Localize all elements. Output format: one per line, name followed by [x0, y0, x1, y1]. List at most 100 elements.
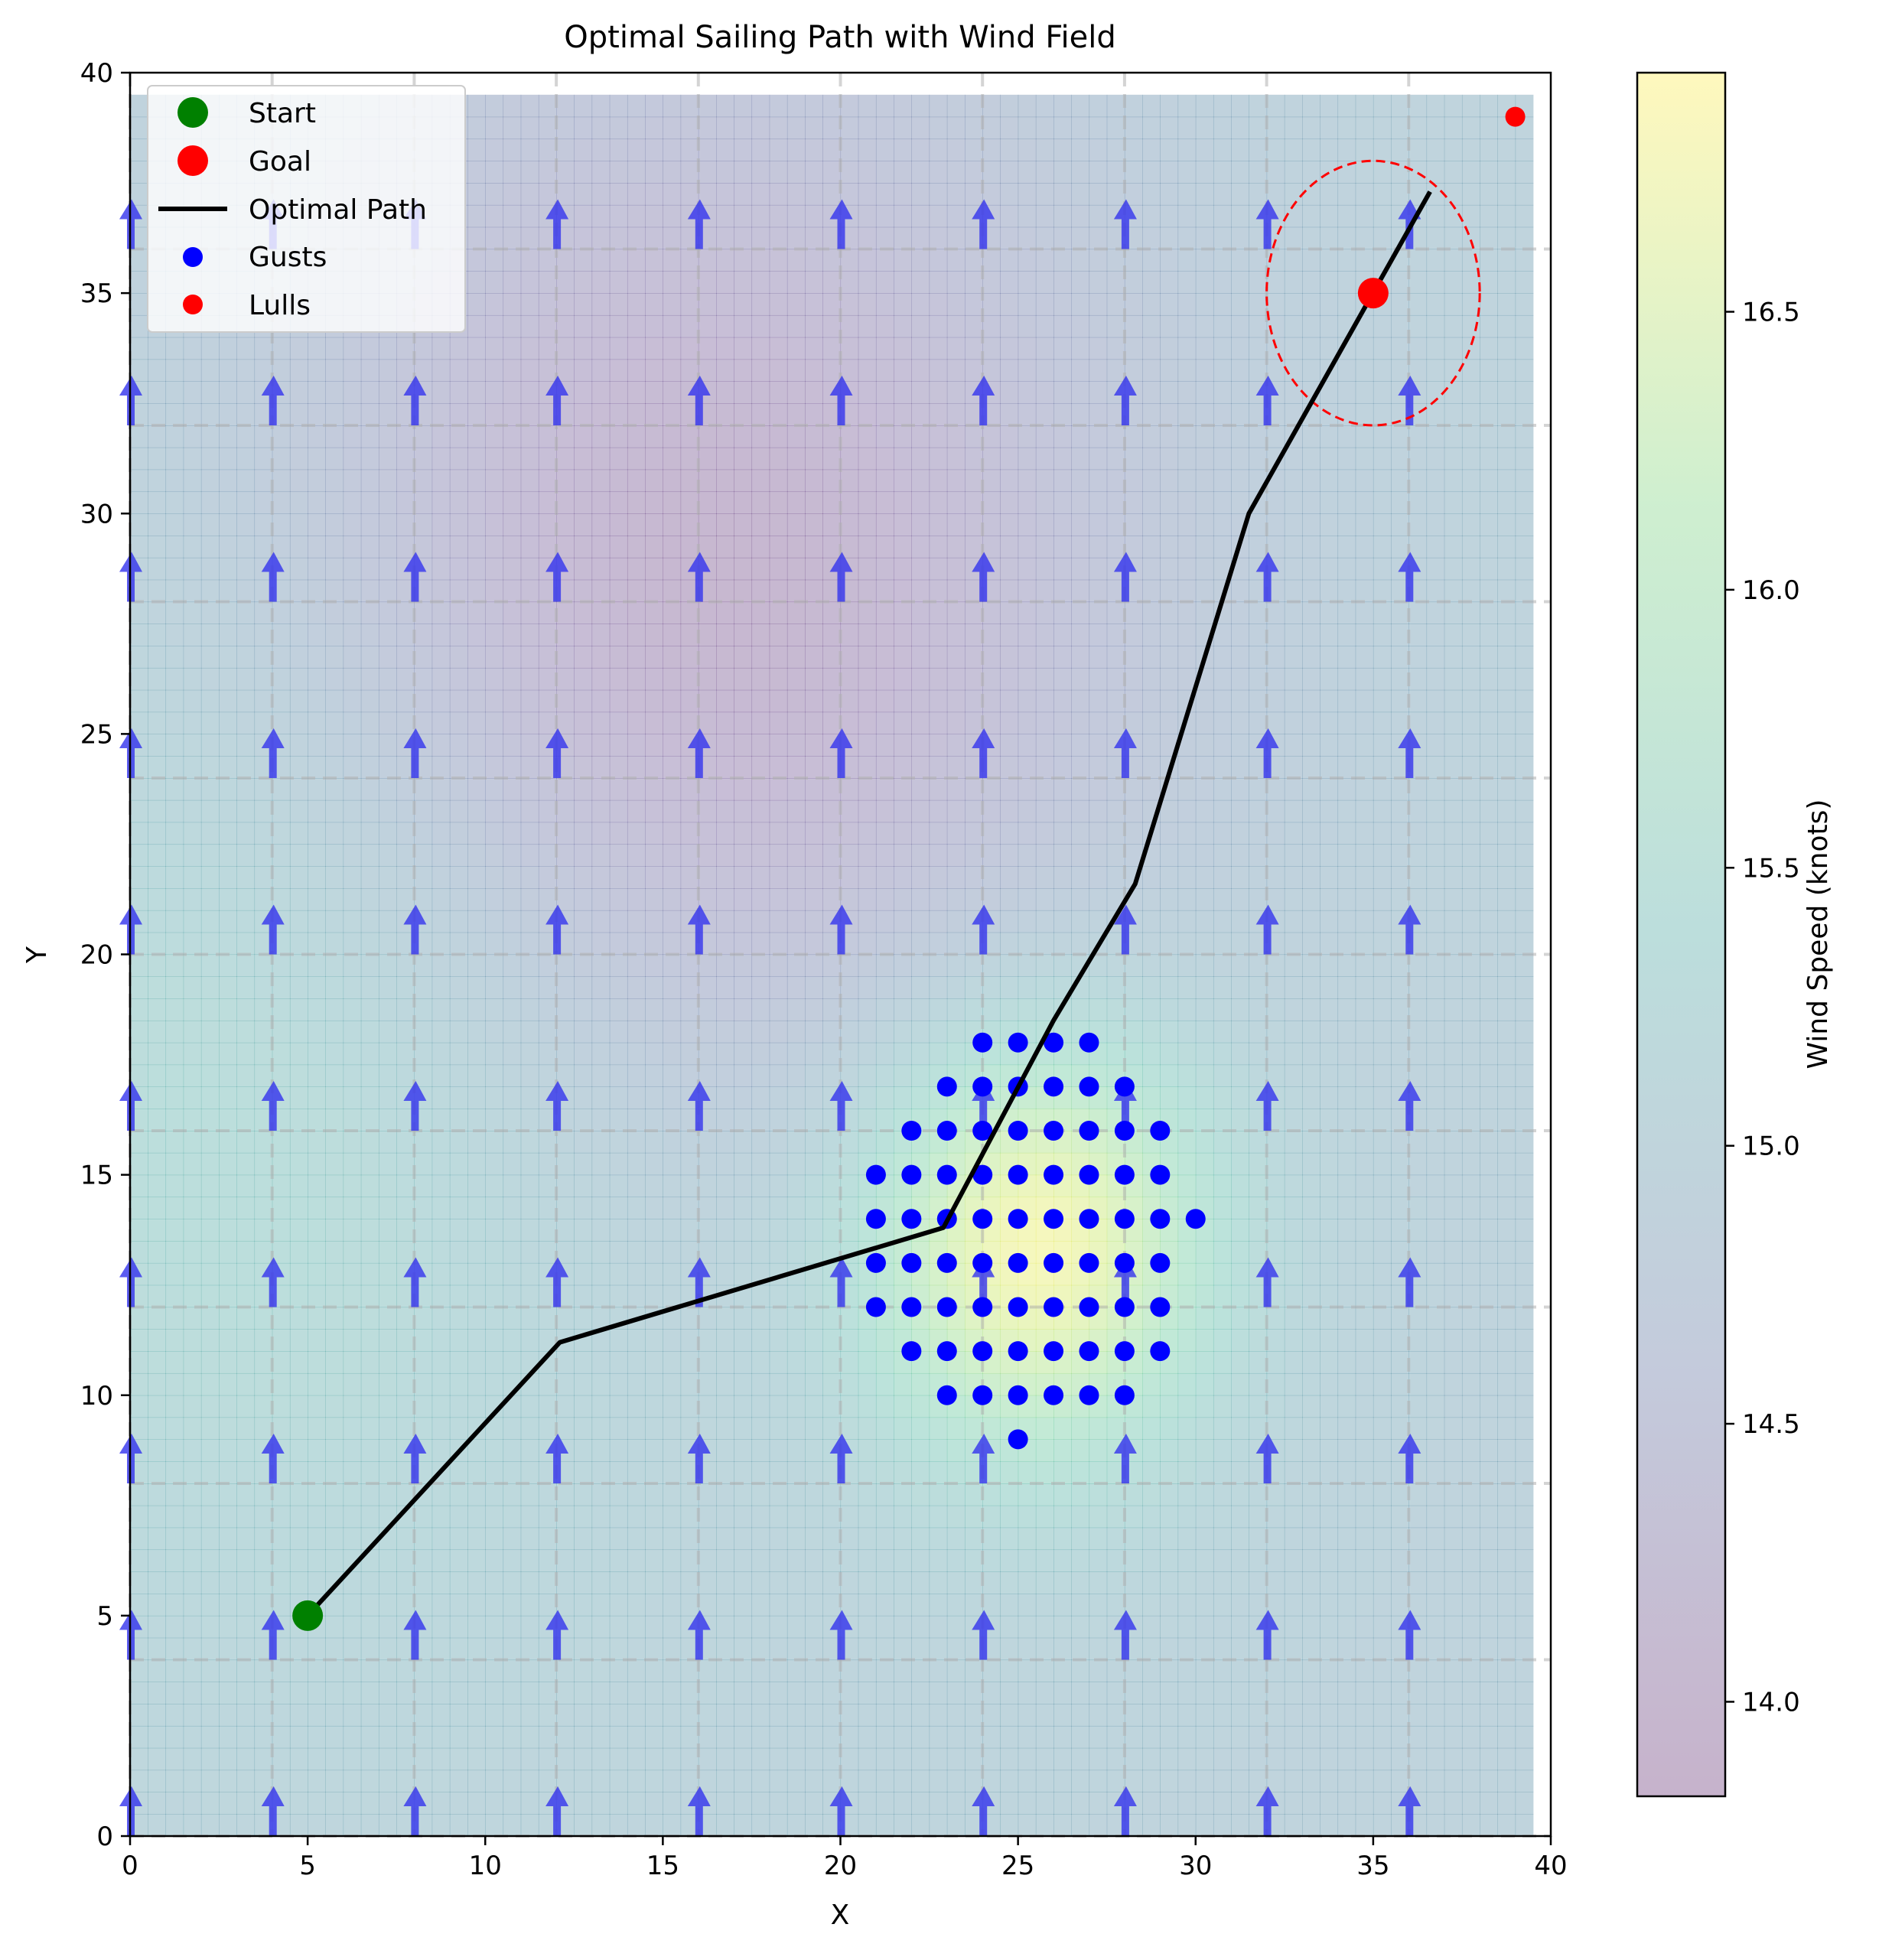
heatmap-cell: [1426, 1770, 1445, 1792]
heatmap-cell: [1355, 1152, 1374, 1176]
heatmap-cell: [946, 646, 966, 669]
heatmap-cell: [1089, 1770, 1108, 1792]
heatmap-cell: [627, 998, 646, 1021]
heatmap-cell: [1177, 646, 1197, 669]
heatmap-cell: [894, 1659, 912, 1682]
heatmap-cell: [183, 1704, 202, 1727]
heatmap-cell: [609, 866, 628, 889]
heatmap-cell: [875, 1770, 894, 1792]
heatmap-cell: [1071, 756, 1090, 779]
heatmap-cell: [1337, 1152, 1356, 1176]
heatmap-cell: [894, 734, 912, 757]
heatmap-cell: [1018, 1505, 1037, 1529]
heatmap-cell: [396, 1020, 415, 1043]
heatmap-cell: [165, 1615, 184, 1639]
heatmap-cell: [236, 1725, 256, 1749]
heatmap-cell: [200, 513, 220, 536]
heatmap-cell: [165, 579, 184, 603]
heatmap-cell: [946, 1814, 966, 1836]
heatmap-cell: [1018, 491, 1037, 514]
heatmap-cell: [503, 1747, 522, 1771]
heatmap-cell: [1515, 491, 1534, 514]
heatmap-cell: [272, 1505, 291, 1529]
heatmap-cell: [1284, 778, 1303, 801]
heatmap-cell: [751, 1615, 770, 1639]
heatmap-cell: [894, 778, 912, 801]
heatmap-cell: [1195, 1594, 1214, 1617]
heatmap-cell: [645, 491, 663, 514]
heatmap-cell: [1266, 778, 1285, 801]
heatmap-cell: [911, 491, 930, 514]
heatmap-cell: [325, 888, 344, 911]
heatmap-cell: [1444, 1042, 1463, 1066]
heatmap-cell: [308, 998, 326, 1021]
heatmap-cell: [1284, 734, 1303, 757]
heatmap-cell: [1195, 1284, 1214, 1308]
heatmap-cell: [360, 888, 379, 911]
heatmap-cell: [894, 646, 912, 669]
heatmap-cell: [360, 1064, 379, 1087]
heatmap-cell: [574, 1284, 593, 1308]
heatmap-cell: [325, 1042, 344, 1066]
heatmap-cell: [272, 1131, 291, 1154]
heatmap-cell: [645, 778, 663, 801]
heatmap-cell: [1461, 1439, 1480, 1462]
heatmap-cell: [698, 1747, 717, 1771]
heatmap-cell: [308, 1219, 326, 1242]
heatmap-cell: [1373, 1042, 1392, 1066]
heatmap-cell: [609, 711, 628, 734]
heatmap-cell: [272, 778, 291, 801]
heatmap-cell: [343, 932, 362, 956]
heatmap-cell: [538, 1351, 557, 1374]
heatmap-cell: [1373, 1659, 1392, 1682]
heatmap-cell: [1035, 579, 1054, 603]
heatmap-cell: [858, 1064, 877, 1087]
heatmap-cell: [1035, 1439, 1054, 1462]
heatmap-cell: [911, 1814, 930, 1836]
heatmap-cell: [1231, 1483, 1249, 1506]
heatmap-cell: [1444, 601, 1463, 624]
heatmap-cell: [503, 1131, 522, 1154]
heatmap-cell: [1142, 447, 1161, 470]
heatmap-cell: [805, 778, 823, 801]
heatmap-cell: [1515, 447, 1534, 470]
heatmap-cell: [1284, 1704, 1303, 1727]
heatmap-cell: [627, 1814, 646, 1836]
heatmap-cell: [1071, 1505, 1090, 1529]
heatmap-cell: [485, 1329, 504, 1352]
heatmap-cell: [946, 1417, 966, 1440]
heatmap-cell: [840, 822, 859, 845]
heatmap-cell: [272, 1527, 291, 1551]
heatmap-cell: [1213, 711, 1232, 734]
heatmap-cell: [1000, 447, 1019, 470]
heatmap-cell: [538, 1219, 557, 1242]
heatmap-cell: [1000, 734, 1019, 757]
heatmap-cell: [1231, 1262, 1249, 1286]
heatmap-cell: [574, 1594, 593, 1617]
heatmap-cell: [1160, 491, 1179, 514]
heatmap-cell: [236, 1637, 256, 1661]
heatmap-cell: [1355, 844, 1374, 867]
heatmap-cell: [734, 1174, 753, 1198]
heatmap-cell: [219, 1131, 237, 1154]
heatmap-cell: [378, 1329, 397, 1352]
heatmap-cell: [1106, 1704, 1125, 1727]
heatmap-cell: [520, 1395, 539, 1418]
heatmap-cell: [1355, 513, 1374, 536]
heatmap-cell: [574, 1152, 593, 1176]
heatmap-cell: [1000, 844, 1019, 867]
heatmap-cell: [1480, 1770, 1498, 1792]
heatmap-cell: [698, 1770, 717, 1792]
heatmap-cell: [1480, 1704, 1498, 1727]
heatmap-cell: [894, 536, 912, 558]
heatmap-cell: [894, 491, 912, 514]
heatmap-cell: [1195, 954, 1214, 977]
heatmap-cell: [627, 491, 646, 514]
heatmap-cell: [503, 1571, 522, 1594]
heatmap-cell: [1408, 1064, 1428, 1087]
heatmap-cell: [289, 1109, 308, 1131]
heatmap-cell: [645, 1284, 663, 1308]
heatmap-cell: [183, 998, 202, 1021]
heatmap-cell: [1426, 866, 1445, 889]
heatmap-cell: [1337, 910, 1356, 933]
